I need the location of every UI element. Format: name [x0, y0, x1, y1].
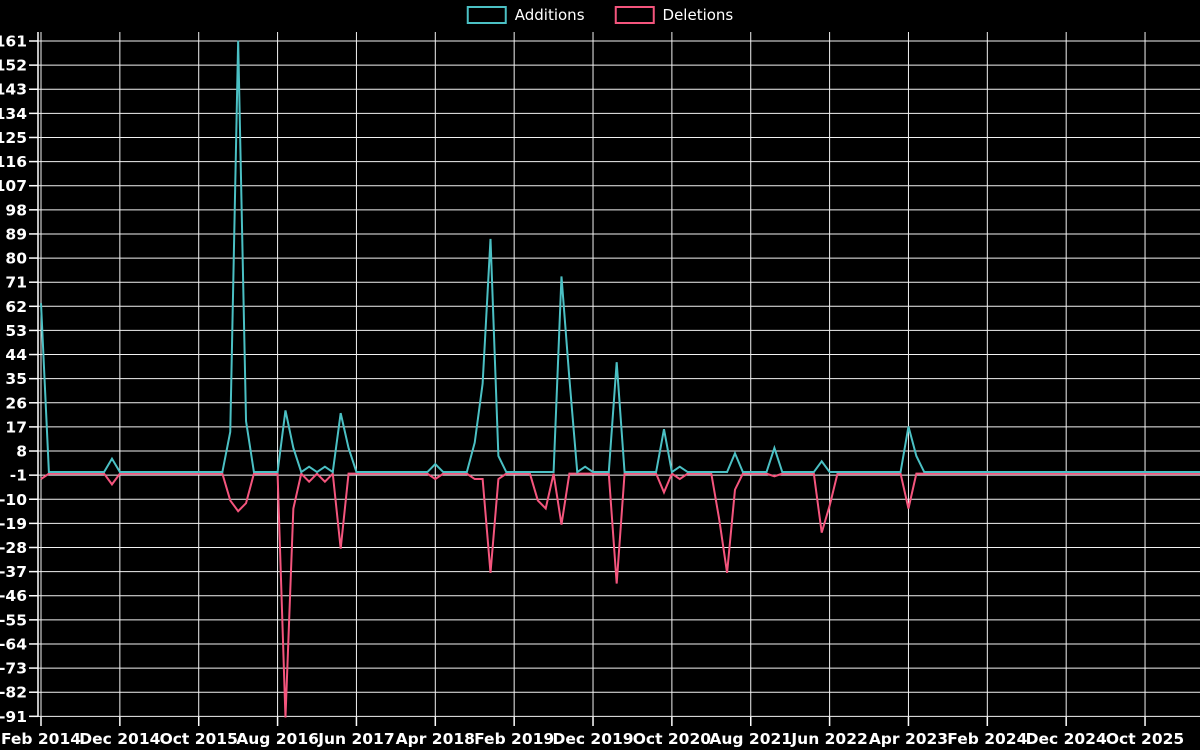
x-axis-tick-label: Dec 2024 [1026, 730, 1107, 748]
x-axis-tick-label: Apr 2023 [869, 730, 948, 748]
y-axis-tick-label: 71 [5, 274, 27, 292]
y-axis-tick-label: 98 [5, 201, 27, 219]
y-axis-tick-label: -55 [0, 611, 27, 629]
deletions-legend-label: Deletions [662, 6, 734, 24]
x-axis-tick-label: Feb 2024 [947, 730, 1027, 748]
y-axis-tick-label: -46 [0, 587, 27, 605]
x-axis-tick-label: Feb 2019 [474, 730, 554, 748]
x-axis-tick-label: Aug 2016 [236, 730, 319, 748]
additions-legend-swatch-icon [466, 6, 507, 24]
deletions-legend-swatch-icon [614, 6, 655, 24]
x-axis-tick-label: Jun 2017 [317, 730, 394, 748]
y-axis-tick-label: 152 [0, 57, 27, 75]
y-axis-tick-label: -37 [0, 563, 27, 581]
x-axis-tick-label: Oct 2020 [633, 730, 712, 748]
y-axis-tick-label: 44 [5, 346, 27, 364]
y-axis-tick-label: -10 [0, 491, 27, 509]
y-axis-tick-label: -73 [0, 660, 27, 678]
deletions-line [40, 471, 1200, 718]
x-axis-tick-label: Dec 2019 [552, 730, 633, 748]
y-axis-tick-label: 134 [0, 105, 27, 123]
additions-legend-label: Additions [514, 6, 585, 24]
y-axis-tick-label: 17 [5, 418, 27, 436]
x-axis-tick-label: Oct 2015 [160, 730, 238, 748]
y-axis-tick-label: 35 [5, 370, 27, 388]
x-axis-tick-label: Feb 2014 [1, 730, 81, 748]
y-axis-tick-label: 125 [0, 129, 27, 147]
y-axis-tick-label: -91 [0, 708, 27, 726]
y-axis-tick-label: -19 [0, 515, 27, 533]
y-axis-tick-label: -82 [0, 684, 27, 702]
legend-item-additions[interactable]: Additions [466, 6, 585, 24]
y-axis-tick-label: 62 [5, 298, 27, 316]
y-axis-tick-label: 53 [5, 322, 27, 340]
chart-legend: Additions Deletions [466, 6, 734, 24]
y-axis-tick-label: -28 [0, 539, 27, 557]
y-axis-tick-label: 80 [5, 250, 27, 268]
y-axis-tick-label: -64 [0, 635, 27, 653]
x-axis-tick-label: Apr 2018 [396, 730, 475, 748]
y-axis-tick-label: 143 [0, 81, 27, 99]
x-axis-tick-label: Oct 2025 [1106, 730, 1184, 748]
y-axis-tick-label: 89 [5, 225, 27, 243]
x-axis-tick-label: Jun 2022 [790, 730, 867, 748]
y-axis-tick-label: 8 [16, 443, 27, 461]
y-axis-tick-label: -1 [10, 467, 27, 485]
x-axis-tick-label: Aug 2021 [709, 730, 792, 748]
y-axis-tick-label: 161 [0, 33, 27, 51]
y-axis-tick-label: 107 [0, 177, 27, 195]
additions-line [40, 40, 1200, 474]
y-axis-tick-label: 116 [0, 153, 27, 171]
y-gridlines-and-labels: 161 152 143 134 125 116 107 98 89 80 71 62 53 44 35 26 1… [0, 33, 1200, 726]
y-axis-tick-label: 26 [5, 394, 27, 412]
x-axis-tick-label: Dec 2014 [79, 730, 160, 748]
legend-item-deletions[interactable]: Deletions [614, 6, 734, 24]
